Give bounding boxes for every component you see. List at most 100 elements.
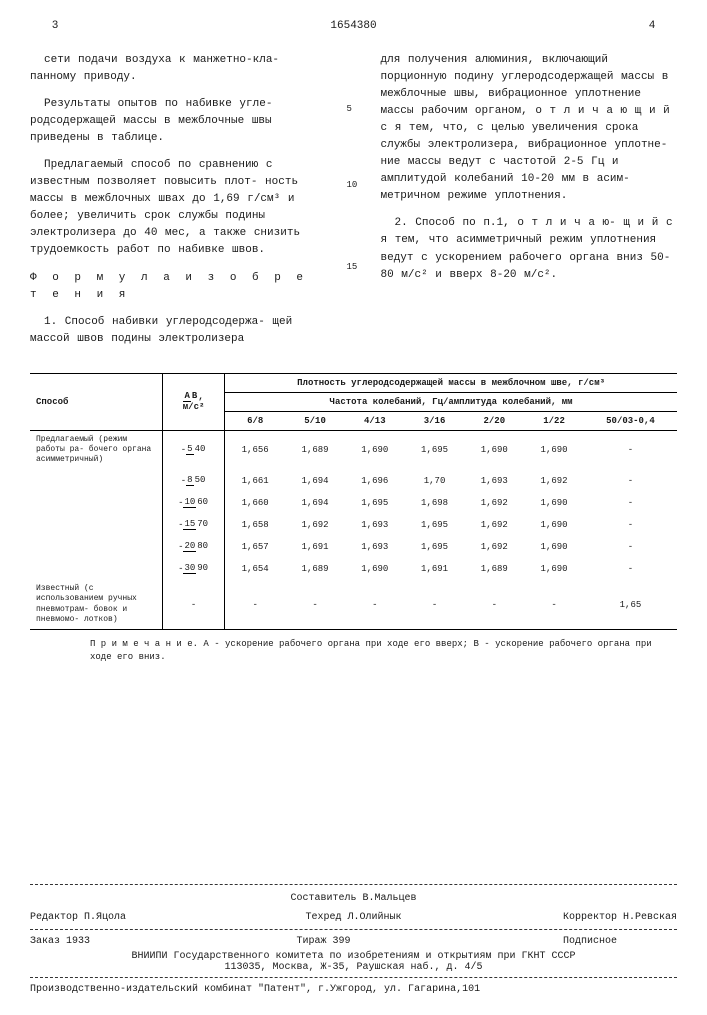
printer: Производственно-издательский комбинат "П… (30, 980, 677, 995)
data-cell: 1,690 (524, 514, 584, 536)
right-page-num: 4 (627, 20, 677, 32)
col-header-ratio: АВ, м/с² (163, 373, 225, 430)
left-page-num: 3 (30, 20, 80, 32)
data-cell: - (285, 580, 345, 630)
data-cell: - (405, 580, 465, 630)
data-cell: 1,695 (405, 430, 465, 470)
data-cell: 1,660 (225, 492, 286, 514)
row-label (30, 492, 163, 514)
data-cell: 1,692 (524, 470, 584, 492)
data-cell: 1,695 (345, 492, 405, 514)
row-ratio: -1570 (163, 514, 225, 536)
techred: Техред Л.Олийнык (246, 912, 462, 923)
data-cell: 1,690 (524, 558, 584, 580)
table-row: -20801,6571,6911,6931,6951,6921,690- (30, 536, 677, 558)
data-cell: 1,661 (225, 470, 286, 492)
row-ratio: - (163, 580, 225, 630)
data-cell: 1,65 (584, 580, 677, 630)
editor: Редактор П.Яцола (30, 912, 246, 923)
data-cell: 1,657 (225, 536, 286, 558)
data-cell: 1,658 (225, 514, 286, 536)
data-cell: 1,695 (405, 514, 465, 536)
data-cell: 1,690 (464, 430, 524, 470)
data-cell: 1,690 (345, 430, 405, 470)
data-cell: 1,694 (285, 470, 345, 492)
order-num: Заказ 1933 (30, 936, 226, 947)
paragraph: 2. Способ по п.1, о т л и ч а ю- щ и й с… (381, 215, 678, 283)
data-cell: - (584, 470, 677, 492)
data-cell: 1,691 (405, 558, 465, 580)
footer: Составитель В.Мальцев Редактор П.Яцола Т… (30, 884, 677, 995)
row-ratio: -540 (163, 430, 225, 470)
data-cell: 1,690 (345, 558, 405, 580)
data-cell: 1,698 (405, 492, 465, 514)
data-cell: - (464, 580, 524, 630)
org-name: ВНИИПИ Государственного комитета по изоб… (30, 951, 677, 962)
table-row: Известный (с использованием ручных пневм… (30, 580, 677, 630)
table-body: Предлагаемый (режим работы ра- бочего ор… (30, 430, 677, 630)
row-ratio: -2080 (163, 536, 225, 558)
row-label (30, 536, 163, 558)
data-cell: 1,691 (285, 536, 345, 558)
data-cell: 1,692 (464, 492, 524, 514)
right-column: для получения алюминия, включающий порци… (381, 52, 678, 358)
left-column: сети подачи воздуха к манжетно-кла- панн… (30, 52, 327, 358)
data-cell: 1,692 (464, 536, 524, 558)
table-note: П р и м е ч а н и е. А - ускорение рабоч… (90, 638, 677, 663)
data-cell: 1,694 (285, 492, 345, 514)
data-cell: 1,692 (285, 514, 345, 536)
header-frequency: Частота колебаний, Гц/амплитуда колебани… (225, 392, 677, 411)
data-cell: 1,692 (464, 514, 524, 536)
data-cell: 1,656 (225, 430, 286, 470)
paragraph: сети подачи воздуха к манжетно-кла- панн… (30, 52, 327, 86)
line-number-gutter: 5 10 15 (347, 52, 361, 358)
data-cell: 1,696 (345, 470, 405, 492)
data-cell: 1,654 (225, 558, 286, 580)
freq-col: 3/16 (405, 411, 465, 430)
col-header-method: Способ (30, 373, 163, 430)
data-cell: 1,689 (285, 558, 345, 580)
data-cell: - (584, 430, 677, 470)
document-number: 1654380 (80, 20, 627, 32)
text-columns: сети подачи воздуха к манжетно-кла- панн… (30, 52, 677, 358)
data-cell: 1,690 (524, 536, 584, 558)
data-cell: 1,693 (345, 536, 405, 558)
corrector: Корректор Н.Ревская (461, 912, 677, 923)
data-cell: - (225, 580, 286, 630)
org-address: 113035, Москва, Ж-35, Раушская наб., д. … (30, 962, 677, 973)
page-header: 3 1654380 4 (30, 20, 677, 32)
table-row: Предлагаемый (режим работы ра- бочего ор… (30, 430, 677, 470)
data-cell: - (524, 580, 584, 630)
freq-col: 4/13 (345, 411, 405, 430)
header-density: Плотность углеродсодержащей массы в межб… (225, 373, 677, 392)
data-cell: 1,689 (464, 558, 524, 580)
line-num: 10 (347, 180, 358, 190)
data-cell: 1,693 (345, 514, 405, 536)
data-cell: 1,690 (524, 430, 584, 470)
table-row: -8501,6611,6941,6961,701,6931,692- (30, 470, 677, 492)
table-row: -15701,6581,6921,6931,6951,6921,690- (30, 514, 677, 536)
row-ratio: -3090 (163, 558, 225, 580)
row-label: Предлагаемый (режим работы ра- бочего ор… (30, 430, 163, 470)
row-label: Известный (с использованием ручных пневм… (30, 580, 163, 630)
data-cell: - (584, 558, 677, 580)
data-cell: 1,693 (464, 470, 524, 492)
data-cell: - (345, 580, 405, 630)
row-ratio: -850 (163, 470, 225, 492)
subscribe: Подписное (421, 936, 677, 947)
table-head: Способ АВ, м/с² Плотность углеродсодержа… (30, 373, 677, 430)
table-row: -10601,6601,6941,6951,6981,6921,690- (30, 492, 677, 514)
row-ratio: -1060 (163, 492, 225, 514)
row-label (30, 470, 163, 492)
data-table: Способ АВ, м/с² Плотность углеродсодержа… (30, 373, 677, 631)
paragraph: Результаты опытов по набивке угле- родсо… (30, 96, 327, 147)
tirage: Тираж 399 (226, 936, 422, 947)
line-num: 15 (347, 262, 358, 272)
data-cell: 1,689 (285, 430, 345, 470)
compiler: Составитель В.Мальцев (30, 893, 677, 904)
data-cell: 1,690 (524, 492, 584, 514)
paragraph: Предлагаемый способ по сравнению с извес… (30, 157, 327, 259)
data-cell: - (584, 492, 677, 514)
row-label (30, 514, 163, 536)
data-cell: 1,695 (405, 536, 465, 558)
